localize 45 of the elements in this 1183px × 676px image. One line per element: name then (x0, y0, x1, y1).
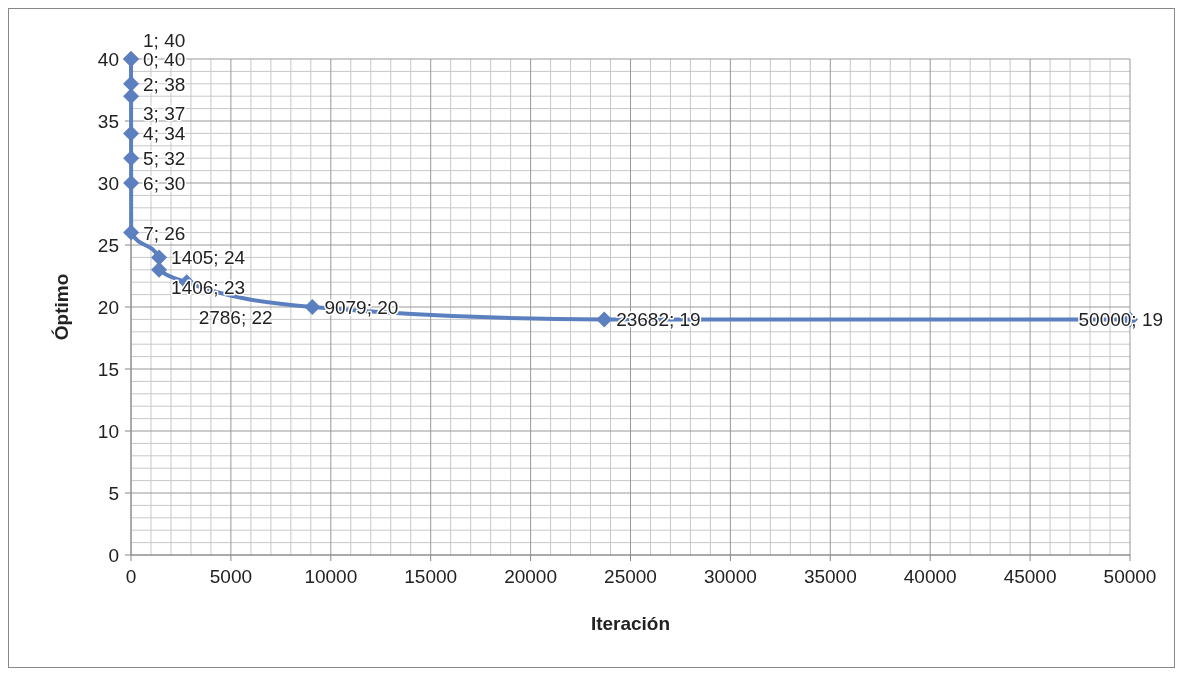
x-tick-label: 10000 (304, 566, 358, 587)
x-tick-label: 20000 (504, 566, 558, 587)
y-tick-label: 40 (97, 48, 119, 70)
y-axis-title: Óptimo (51, 273, 72, 341)
point (151, 249, 168, 266)
x-tick-label: 0 (125, 566, 137, 587)
data-label: 1405; 24 (171, 247, 246, 269)
x-tick-label: 5000 (209, 566, 253, 587)
data-label: 2786; 22 (198, 307, 273, 329)
y-tick-label: 20 (97, 296, 119, 318)
y-tick-label: 0 (108, 544, 119, 566)
x-tick-label: 15000 (404, 566, 458, 587)
y-tick-label: 30 (97, 172, 119, 194)
data-label: 5; 32 (143, 148, 186, 170)
x-tick-label: 40000 (903, 566, 957, 587)
data-label: 23682; 19 (616, 309, 701, 331)
x-axis-title: Iteración (590, 613, 671, 634)
point (123, 75, 140, 92)
point (123, 125, 140, 142)
point (123, 224, 140, 241)
data-label: 50000; 19 (1078, 309, 1164, 331)
data-label: 7; 26 (143, 222, 186, 244)
data-label: 0; 40 (143, 49, 186, 70)
point (123, 150, 140, 167)
x-tick-label: 30000 (703, 566, 757, 587)
y-tick-label: 5 (108, 482, 119, 504)
point (304, 299, 321, 315)
x-tick-label: 35000 (803, 566, 857, 587)
data-label: 6; 30 (143, 173, 186, 194)
point (151, 261, 168, 278)
y-tick-label: 35 (97, 110, 119, 132)
data-label: 3; 37 (143, 103, 186, 125)
point (596, 311, 613, 328)
data-label: 1; 40 (143, 30, 186, 51)
x-tick-label: 50000 (1103, 566, 1157, 587)
y-tick-label: 25 (97, 234, 119, 256)
x-tick-label: 25000 (604, 566, 657, 587)
point (123, 175, 140, 191)
y-tick-label: 10 (97, 420, 119, 442)
y-tick-label: 15 (97, 358, 119, 380)
x-tick-label: 45000 (1003, 566, 1057, 587)
data-label: 4; 34 (143, 123, 186, 145)
point (123, 88, 140, 105)
point (123, 51, 140, 67)
data-label: 2; 38 (143, 73, 186, 95)
